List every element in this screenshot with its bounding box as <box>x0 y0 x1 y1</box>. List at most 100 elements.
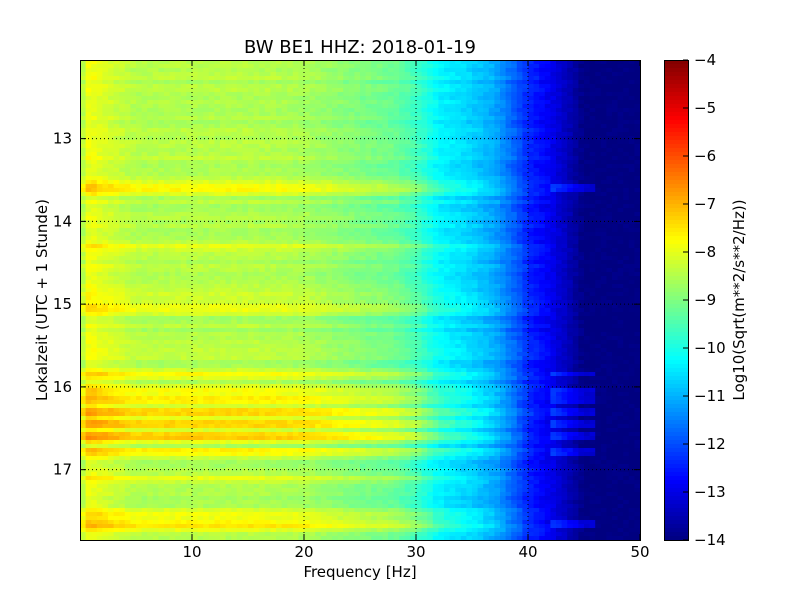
heatmap-cell <box>298 192 305 197</box>
heatmap-cell <box>438 152 445 157</box>
heatmap-cell <box>141 188 148 193</box>
heatmap-cell <box>197 236 204 241</box>
heatmap-cell <box>354 168 361 173</box>
heatmap-cell <box>432 172 439 177</box>
heatmap-cell <box>281 256 288 261</box>
heatmap-cell <box>309 180 316 185</box>
heatmap-cell <box>399 228 406 233</box>
heatmap-cell <box>354 196 361 201</box>
heatmap-cell <box>623 232 630 237</box>
heatmap-cell <box>522 168 529 173</box>
heatmap-cell <box>600 168 607 173</box>
heatmap-cell <box>85 60 92 65</box>
heatmap-cell <box>169 164 176 169</box>
heatmap-cell <box>634 132 641 137</box>
heatmap-cell <box>208 212 215 217</box>
heatmap-cell <box>136 236 143 241</box>
heatmap-cell <box>371 100 378 105</box>
heatmap-cell <box>281 76 288 81</box>
heatmap-cell <box>337 160 344 165</box>
heatmap-cell <box>108 92 115 97</box>
heatmap-cell <box>444 184 451 189</box>
heatmap-cell <box>634 116 641 121</box>
heatmap-cell <box>208 200 215 205</box>
heatmap-cell <box>304 92 311 97</box>
heatmap-cell <box>96 76 103 81</box>
heatmap-cell <box>298 208 305 213</box>
heatmap-cell <box>544 100 551 105</box>
heatmap-cell <box>102 68 109 73</box>
heatmap-cell <box>500 116 507 121</box>
heatmap-cell <box>544 248 551 253</box>
heatmap-cell <box>382 188 389 193</box>
heatmap-cell <box>444 180 451 185</box>
heatmap-cell <box>186 204 193 209</box>
heatmap-cell <box>628 224 635 229</box>
heatmap-cell <box>315 144 322 149</box>
heatmap-cell <box>410 244 417 249</box>
heatmap-cell <box>164 232 171 237</box>
heatmap-cell <box>466 164 473 169</box>
heatmap-cell <box>175 144 182 149</box>
heatmap-cell <box>113 132 120 137</box>
heatmap-cell <box>158 140 165 145</box>
heatmap-cell <box>320 64 327 69</box>
heatmap-cell <box>634 100 641 105</box>
heatmap-cell <box>220 240 227 245</box>
heatmap-cell <box>281 60 288 65</box>
heatmap-cell <box>236 76 243 81</box>
heatmap-cell <box>337 228 344 233</box>
heatmap-cell <box>130 176 137 181</box>
heatmap-cell <box>203 80 210 85</box>
heatmap-cell <box>264 216 271 221</box>
heatmap-cell <box>113 180 120 185</box>
heatmap-cell <box>472 72 479 77</box>
heatmap-cell <box>432 196 439 201</box>
heatmap-cell <box>472 232 479 237</box>
heatmap-cell <box>276 120 283 125</box>
heatmap-cell <box>203 92 210 97</box>
heatmap-cell <box>96 176 103 181</box>
heatmap-cell <box>466 148 473 153</box>
heatmap-cell <box>332 120 339 125</box>
heatmap-cell <box>438 124 445 129</box>
heatmap-cell <box>281 164 288 169</box>
heatmap-cell <box>360 168 367 173</box>
heatmap-cell <box>460 148 467 153</box>
heatmap-cell <box>360 256 367 261</box>
heatmap-cell <box>197 204 204 209</box>
heatmap-cell <box>354 236 361 241</box>
heatmap-cell <box>365 236 372 241</box>
heatmap-cell <box>203 200 210 205</box>
heatmap-cell <box>365 84 372 89</box>
heatmap-cell <box>600 92 607 97</box>
heatmap-cell <box>276 252 283 257</box>
heatmap-cell <box>584 144 591 149</box>
heatmap-cell <box>337 220 344 225</box>
heatmap-cell <box>80 76 87 81</box>
heatmap-cell <box>617 104 624 109</box>
heatmap-cell <box>225 160 232 165</box>
heatmap-cell <box>320 204 327 209</box>
heatmap-cell <box>388 128 395 133</box>
heatmap-cell <box>572 252 579 257</box>
heatmap-cell <box>326 144 333 149</box>
heatmap-cell <box>427 248 434 253</box>
heatmap-cell <box>225 128 232 133</box>
heatmap-cell <box>460 220 467 225</box>
heatmap-cell <box>326 108 333 113</box>
heatmap-cell <box>606 224 613 229</box>
heatmap-cell <box>220 112 227 117</box>
heatmap-cell <box>236 152 243 157</box>
heatmap-cell <box>253 188 260 193</box>
heatmap-cell <box>225 204 232 209</box>
heatmap-cell <box>248 96 255 101</box>
heatmap-cell <box>516 104 523 109</box>
heatmap-cell <box>91 172 98 177</box>
heatmap-cell <box>455 100 462 105</box>
heatmap-cell <box>248 100 255 105</box>
heatmap-cell <box>567 180 574 185</box>
heatmap-cell <box>421 176 428 181</box>
heatmap-cell <box>292 144 299 149</box>
heatmap-cell <box>343 76 350 81</box>
